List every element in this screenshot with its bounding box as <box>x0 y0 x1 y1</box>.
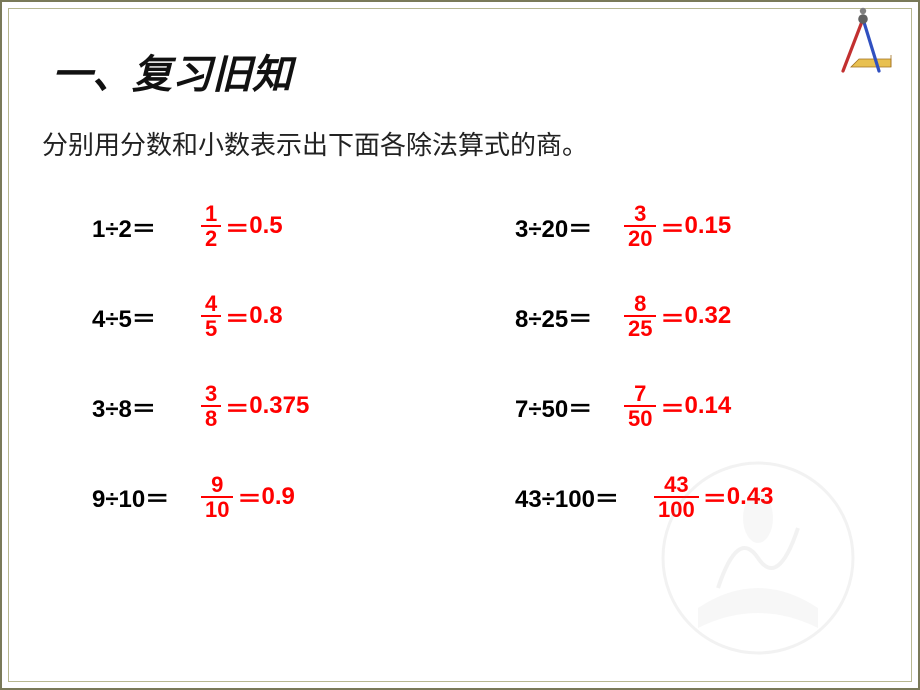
expression: 3÷20＝ <box>515 209 620 244</box>
equals-sign: ＝ <box>660 389 684 424</box>
fraction: 750 <box>624 382 656 430</box>
dividend: 3 <box>92 396 105 423</box>
decimal-value: 0.15 <box>684 212 731 240</box>
dividend: 8 <box>515 306 528 333</box>
equals-sign: ＝ <box>660 299 684 334</box>
problem-row: 8÷25＝ 825 ＝0.32 <box>515 292 858 340</box>
dividend: 9 <box>92 486 105 513</box>
problem-row: 43÷100＝ 43100 ＝0.43 <box>515 473 858 521</box>
section-title: 一、复习旧知 <box>52 42 878 100</box>
problem-row: 3÷8＝ 38 ＝0.375 <box>92 382 435 430</box>
compass-ruler-icon <box>823 7 903 87</box>
equals-sign: ＝ <box>225 209 249 244</box>
decimal-value: 0.5 <box>249 212 282 240</box>
decimal-value: 0.9 <box>261 483 294 511</box>
decimal-value: 0.43 <box>727 483 774 511</box>
problem-row: 3÷20＝ 320 ＝0.15 <box>515 202 858 250</box>
divisor: 50 <box>542 396 569 423</box>
expression: 8÷25＝ <box>515 299 620 334</box>
fraction: 12 <box>201 202 221 250</box>
divisor: 5 <box>119 306 132 333</box>
problems-grid: 1÷2＝ 12 ＝0.5 3÷20＝ 320 ＝0.15 4÷5＝ 45 ＝0.… <box>42 192 878 521</box>
expression: 9÷10＝ <box>92 479 197 514</box>
numerator: 3 <box>630 202 650 225</box>
dividend: 4 <box>92 306 105 333</box>
denominator: 2 <box>201 225 221 250</box>
fraction: 45 <box>201 292 221 340</box>
numerator: 4 <box>201 292 221 315</box>
denominator: 8 <box>201 405 221 430</box>
expression: 43÷100＝ <box>515 479 650 514</box>
dividend: 1 <box>92 216 105 243</box>
divisor: 2 <box>119 216 132 243</box>
fraction: 910 <box>201 473 233 521</box>
fraction: 320 <box>624 202 656 250</box>
expression: 4÷5＝ <box>92 299 197 334</box>
divisor: 10 <box>119 486 146 513</box>
problem-row: 4÷5＝ 45 ＝0.8 <box>92 292 435 340</box>
decimal-value: 0.8 <box>249 302 282 330</box>
expression: 1÷2＝ <box>92 209 197 244</box>
numerator: 8 <box>630 292 650 315</box>
expression: 3÷8＝ <box>92 389 197 424</box>
denominator: 5 <box>201 315 221 340</box>
numerator: 43 <box>660 473 692 496</box>
fraction: 43100 <box>654 473 699 521</box>
decimal-value: 0.14 <box>684 392 731 420</box>
problem-row: 9÷10＝ 910 ＝0.9 <box>92 473 435 521</box>
decimal-value: 0.375 <box>249 392 309 420</box>
expression: 7÷50＝ <box>515 389 620 424</box>
equals-sign: ＝ <box>660 209 684 244</box>
dividend: 3 <box>515 216 528 243</box>
dividend: 7 <box>515 396 528 423</box>
denominator: 100 <box>654 496 699 521</box>
problem-row: 1÷2＝ 12 ＝0.5 <box>92 202 435 250</box>
numerator: 1 <box>201 202 221 225</box>
denominator: 10 <box>201 496 233 521</box>
divisor: 100 <box>555 486 595 513</box>
equals-sign: ＝ <box>225 299 249 334</box>
divisor: 8 <box>119 396 132 423</box>
slide-container: 一、复习旧知 分别用分数和小数表示出下面各除法算式的商。 1÷2＝ 12 ＝0.… <box>0 0 920 690</box>
denominator: 50 <box>624 405 656 430</box>
denominator: 20 <box>624 225 656 250</box>
divisor: 20 <box>542 216 569 243</box>
decimal-value: 0.32 <box>684 302 731 330</box>
equals-sign: ＝ <box>237 479 261 514</box>
equals-sign: ＝ <box>225 389 249 424</box>
numerator: 7 <box>630 382 650 405</box>
fraction: 38 <box>201 382 221 430</box>
dividend: 43 <box>515 486 542 513</box>
fraction: 825 <box>624 292 656 340</box>
divisor: 25 <box>542 306 569 333</box>
numerator: 9 <box>207 473 227 496</box>
equals-sign: ＝ <box>703 479 727 514</box>
problem-row: 7÷50＝ 750 ＝0.14 <box>515 382 858 430</box>
denominator: 25 <box>624 315 656 340</box>
numerator: 3 <box>201 382 221 405</box>
instruction-text: 分别用分数和小数表示出下面各除法算式的商。 <box>42 125 878 162</box>
